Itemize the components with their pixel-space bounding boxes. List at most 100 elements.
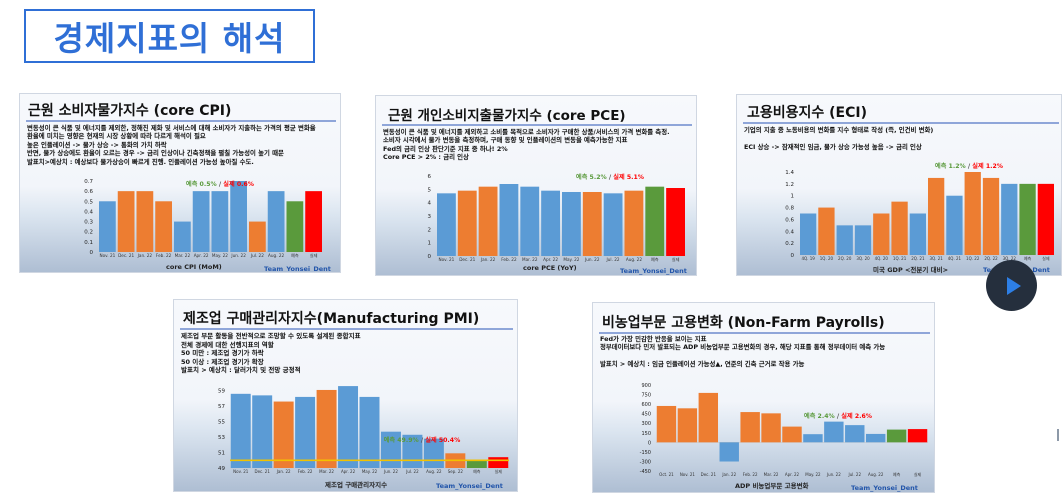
y-tick-label: 150 (641, 431, 651, 437)
description-line: 소비자 시각에서 물가 변동을 측정하며, 구매 동향 및 인플레이션의 변동을… (383, 136, 628, 145)
bar (457, 190, 477, 256)
chart-caption: core PCE (YoY) (523, 264, 577, 272)
slide-non-farm-payrolls[interactable]: 비농업부문 고용변화 (Non-Farm Payrolls) Fed가 가장 민… (592, 302, 935, 493)
y-tick-label: 900 (641, 383, 651, 389)
x-category-label: Aug. 22 (268, 253, 285, 258)
slide-core-pce[interactable]: 근원 개인소비지출물가지수 (core PCE) 변동성이 큰 식품 및 에너지… (375, 95, 697, 276)
description-line: 50 미만 : 제조업 경기가 하락 (181, 349, 264, 358)
y-tick-label: 55 (218, 420, 225, 426)
bar (316, 389, 337, 468)
team-watermark: Team_Yonsei_Dent (264, 265, 331, 273)
bar (499, 184, 519, 256)
y-tick-label: -300 (640, 459, 651, 465)
bar (359, 396, 380, 468)
bar (582, 192, 602, 256)
bar (520, 186, 540, 256)
x-category-label: 3Q. 22 (1003, 256, 1017, 261)
forecast-label: 예측 2.4% (804, 412, 837, 420)
y-tick-label: 0.5 (84, 199, 93, 205)
slide-core-cpi[interactable]: 근원 소비자물가지수 (core CPI) 변동성이 큰 식품 및 에너지를 제… (19, 93, 341, 273)
chart-core-pce: 6 5 4 3 2 1 0 Nov. 21 Dec. 21 Jan. 22 Feb. 22 Mar. … (428, 173, 686, 263)
y-tick-label: 0.8 (785, 206, 794, 212)
slide-title: 근원 소비자물가지수 (core CPI) (28, 103, 232, 119)
y-tick-label: 51 (218, 451, 225, 457)
bar (865, 433, 886, 443)
y-tick-label: 0.7 (84, 179, 93, 185)
y-tick-label: 0 (648, 440, 651, 446)
bar (836, 225, 853, 255)
x-category-label: 4Q. 20 (875, 256, 889, 261)
description-line: Fed가 가장 민감한 반응을 보이는 지표 (600, 335, 707, 343)
bar (886, 429, 907, 443)
x-category-label: Apr. 22 (341, 469, 356, 474)
x-category-label: 1Q. 21 (893, 256, 907, 261)
x-category-label: May. 22 (362, 469, 378, 474)
description-line: 환율에 미치는 영향은 현재의 시장 상황에 따라 다르게 해석이 필요 (27, 132, 206, 141)
x-category-label: May. 22 (212, 253, 228, 258)
y-tick-label: 5 (428, 187, 432, 193)
description-line: 전체 경제에 대한 선행지표의 역할 (181, 340, 274, 349)
x-category-label: Jul. 22 (405, 469, 419, 474)
separator: / (837, 413, 841, 420)
bar (907, 429, 928, 443)
slide-description: 기업의 지출 중 노동비용의 변화를 지수 형태로 작성 (즉, 인건비 변화)… (744, 126, 933, 151)
bar (466, 461, 487, 468)
bar (230, 393, 251, 468)
slide-title: 근원 개인소비지출물가지수 (core PCE) (388, 108, 626, 124)
scroll-edge-indicator (1057, 429, 1059, 441)
bar (909, 213, 926, 255)
bar (803, 434, 823, 443)
team-watermark: Team_Yonsei_Dent (851, 484, 918, 492)
x-category-label: Apr. 22 (543, 257, 558, 262)
forecast-label: 예측 1.2% (935, 162, 968, 170)
x-category-label: 실제 (672, 256, 680, 263)
y-tick-label: 0.2 (84, 230, 93, 236)
play-button[interactable] (986, 260, 1037, 311)
y-tick-label: 750 (641, 393, 651, 399)
x-category-label: Nov. 21 (233, 469, 249, 474)
page-title: 경제지표의 해석 (24, 9, 315, 63)
description-line: Core PCE > 2% : 금리 인상 (383, 153, 469, 162)
bar (782, 426, 802, 443)
bar (824, 421, 844, 443)
bar (478, 186, 498, 256)
x-category-label: Mar. 22 (175, 253, 191, 258)
x-category-label: Jul. 22 (848, 472, 862, 477)
separator: / (968, 163, 972, 170)
bar (818, 207, 835, 255)
chart-caption: core CPI (MoM) (166, 263, 222, 271)
bar (964, 172, 981, 255)
bar (192, 191, 210, 252)
x-category-label: Jul. 22 (250, 253, 264, 258)
slide-description: 변동성이 큰 식품 및 에너지를 제외하고 소비를 목적으로 소비자가 구매한 … (383, 128, 670, 162)
bar (338, 386, 359, 468)
chart-caption: 제조업 구매관리자지수 (325, 481, 388, 489)
bar (211, 191, 229, 252)
y-tick-label: 600 (641, 402, 651, 408)
x-category-label: Jan. 22 (137, 253, 153, 258)
bar (286, 201, 304, 252)
y-tick-label: 0.2 (785, 241, 794, 247)
slide-manufacturing-pmi[interactable]: 제조업 구매관리자지수(Manufacturing PMI) 제조업 부문 활동… (173, 299, 518, 492)
x-category-label: Feb. 22 (156, 253, 172, 258)
x-category-label: Jan. 22 (721, 472, 736, 477)
description-line: 제조업 부문 활동을 전반적으로 조망할 수 있도록 설계된 종합지표 (181, 332, 361, 340)
x-category-label: 예측 (651, 256, 659, 263)
x-category-label: 예측 (893, 471, 901, 477)
bar (928, 177, 945, 255)
title-divider (599, 332, 930, 334)
slide-eci[interactable]: 고용비용지수 (ECI) 기업의 지출 중 노동비용의 변화를 지수 형태로 작… (736, 94, 1062, 276)
y-tick-label: 57 (218, 404, 225, 410)
bar (854, 225, 872, 255)
bar (698, 392, 719, 443)
y-tick-label: 450 (641, 412, 651, 418)
slide-description: 제조업 부문 활동을 전반적으로 조망할 수 있도록 설계된 종합지표 전체 경제… (181, 332, 361, 375)
x-category-label: Aug. 22 (426, 469, 442, 474)
bar (677, 408, 698, 443)
x-category-label: Feb. 22 (743, 472, 758, 477)
x-category-label: 3Q. 21 (929, 256, 943, 261)
description-line: 변동성이 큰 식품 및 에너지를 제외하고 소비를 목적으로 소비자가 구매한 … (383, 128, 670, 136)
y-tick-label: 1.4 (785, 170, 794, 176)
description-line: 높은 인플레이션 -> 물가 상승 -> 통화의 가치 하락 (27, 140, 167, 149)
bar (562, 192, 581, 256)
